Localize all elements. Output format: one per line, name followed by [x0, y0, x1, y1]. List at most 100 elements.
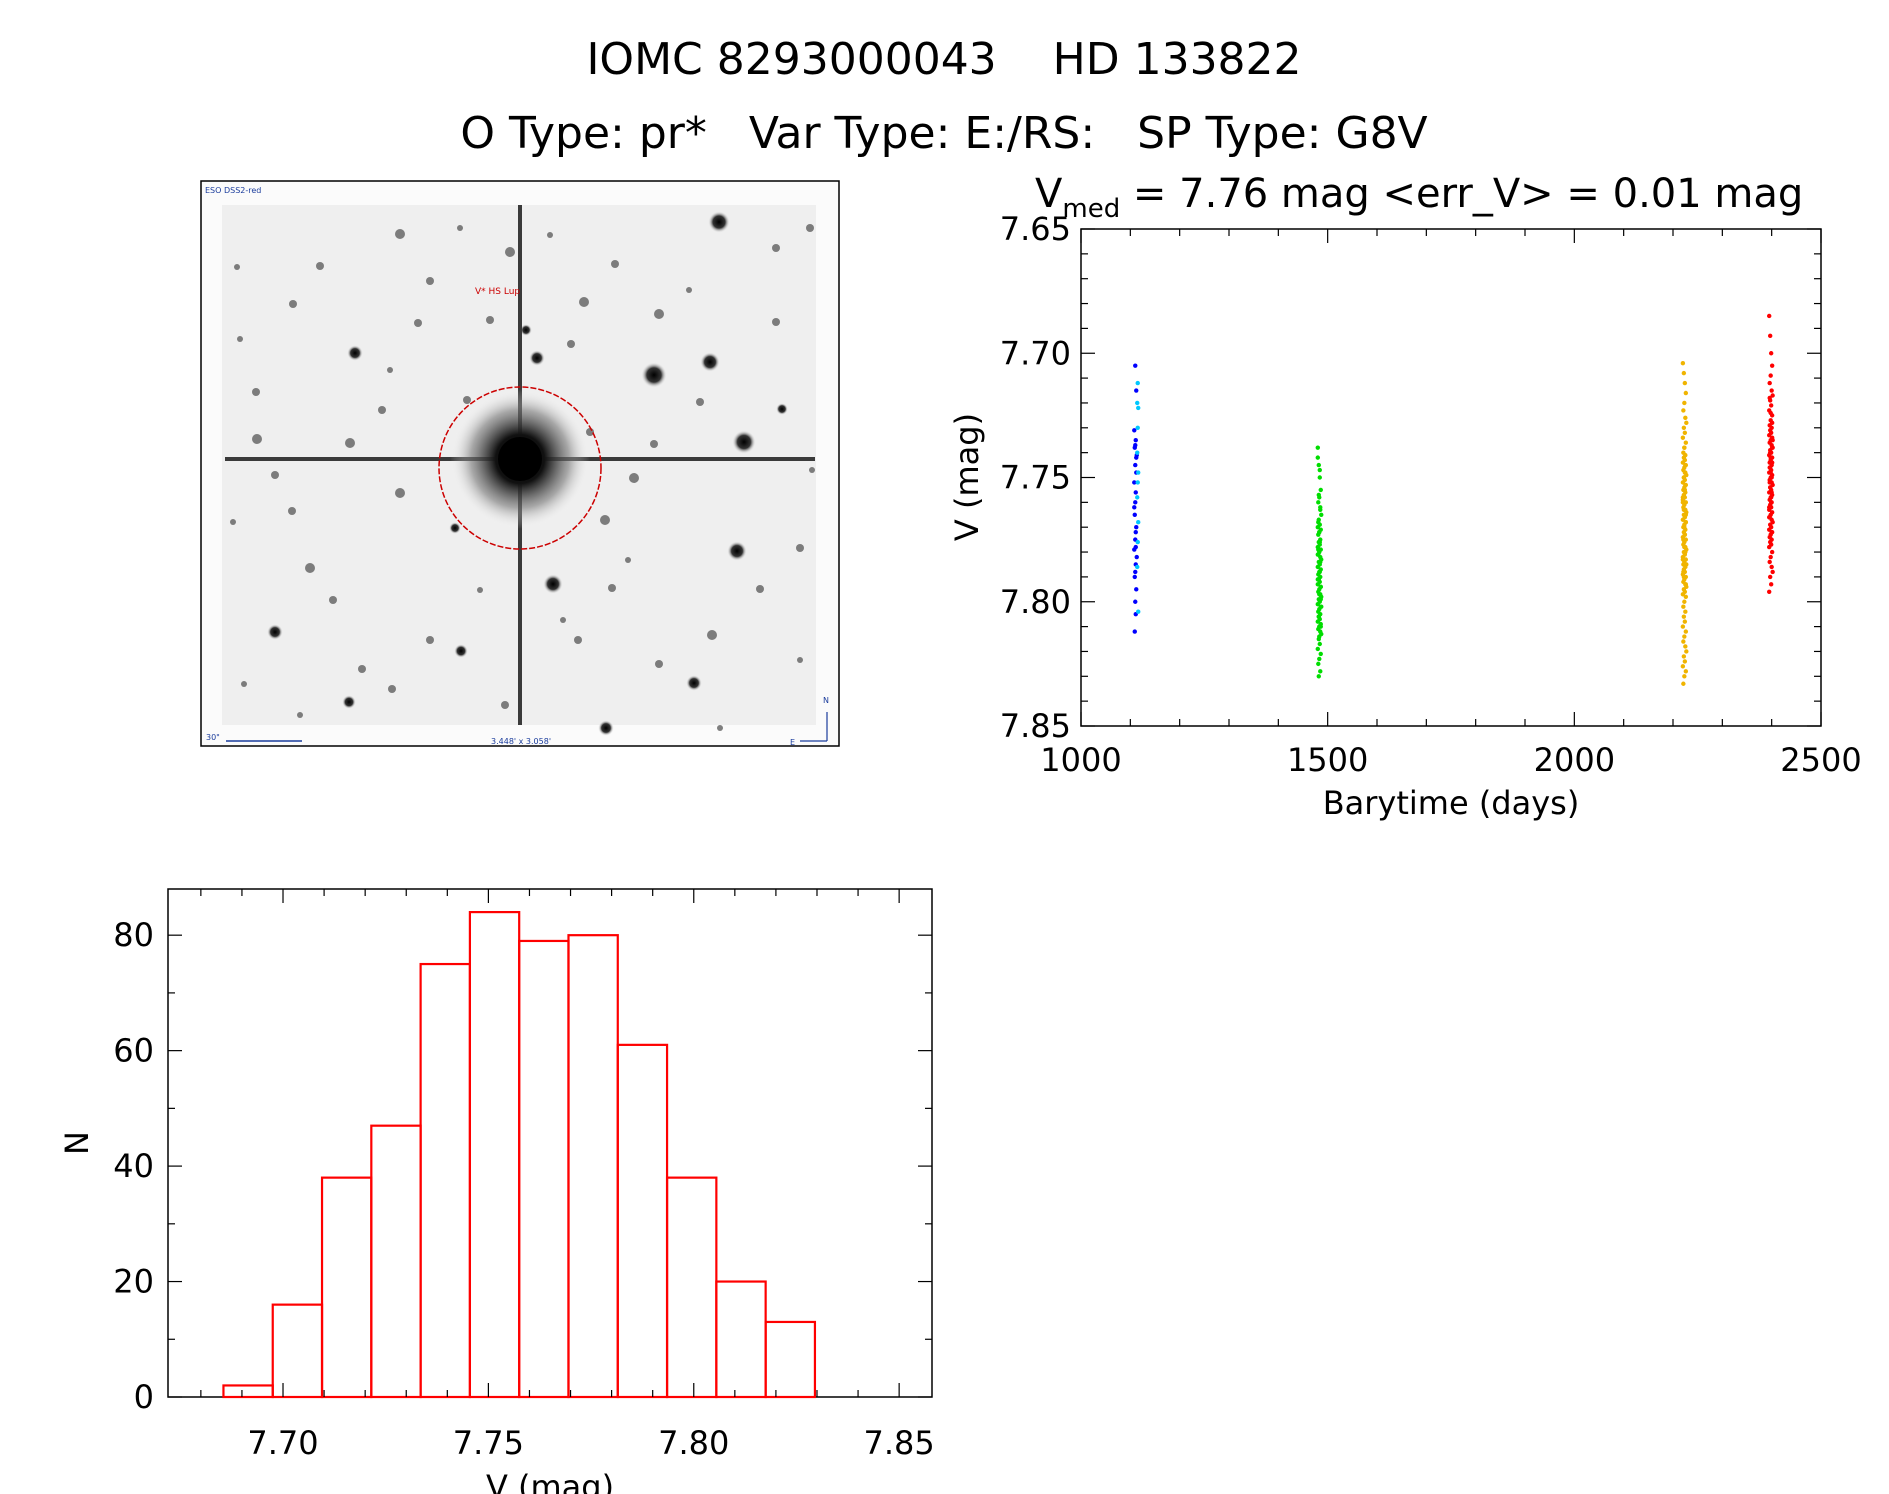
lc-point [1681, 425, 1687, 430]
lc-point [1681, 370, 1687, 376]
lc-point [1769, 549, 1775, 555]
lc-point [1316, 492, 1321, 498]
lc-point [1680, 495, 1686, 500]
lc-point [1316, 674, 1321, 679]
hist-xtick-label: 7.80 [658, 1424, 729, 1462]
lc-point [1769, 445, 1775, 450]
lc-xtick-label: 2500 [1780, 741, 1861, 779]
lc-point [1769, 564, 1774, 570]
field-star [271, 471, 279, 479]
lc-point [1132, 512, 1137, 517]
lc-point [1767, 574, 1773, 580]
lc-point [1683, 594, 1689, 599]
lc-point [1682, 599, 1687, 604]
lc-point [1683, 482, 1688, 488]
field-star [717, 725, 723, 731]
field-star [267, 624, 283, 640]
lc-point [1316, 547, 1321, 552]
field-star [387, 367, 393, 373]
lc-point [1135, 400, 1140, 406]
lc-title: Vmed = 7.76 mag <err_V> = 0.01 mag [1035, 171, 1803, 224]
lc-point [1133, 438, 1138, 443]
lc-point [1767, 589, 1772, 595]
field-star [547, 232, 553, 238]
field-star [288, 507, 296, 515]
lc-point [1135, 495, 1140, 500]
lc-xtick-label: 2000 [1534, 741, 1615, 779]
lc-xtick-label: 1000 [1040, 741, 1121, 779]
lc-point [1768, 410, 1773, 416]
field-star [655, 660, 663, 668]
lc-point [1134, 525, 1139, 530]
lc-point [1317, 467, 1322, 473]
lc-point [1315, 445, 1321, 450]
lc-point [1132, 505, 1137, 510]
field-star [529, 350, 545, 366]
field-star [457, 225, 463, 231]
lc-point [1132, 629, 1137, 634]
lc-point [1682, 634, 1687, 639]
lc-point [1315, 577, 1321, 582]
field-star [297, 712, 303, 718]
lc-point [1769, 490, 1774, 495]
field-star [329, 596, 337, 604]
lc-point [1769, 460, 1775, 465]
lc-point [1767, 380, 1772, 386]
lc-point [1769, 475, 1774, 480]
lc-point [1769, 529, 1774, 535]
compass: N E [790, 696, 829, 747]
lc-point [1681, 569, 1686, 575]
field-star [358, 665, 366, 673]
field-star [505, 247, 515, 257]
hist-ytick-label: 20 [113, 1263, 154, 1301]
lc-point [1319, 512, 1324, 517]
hist-bar [468, 910, 521, 1399]
lc-axes-frame [1080, 228, 1822, 727]
lc-point [1684, 562, 1689, 567]
hist-ytick-label: 0 [134, 1378, 154, 1416]
hist-bar [370, 1124, 422, 1399]
lc-point [1683, 462, 1688, 468]
lc-point [1317, 641, 1322, 647]
field-star [772, 244, 780, 252]
hist-bars [222, 910, 817, 1399]
field-star [449, 522, 461, 534]
lc-point [1683, 415, 1688, 421]
lc-point [1681, 681, 1686, 686]
lc-point [1683, 520, 1689, 525]
lc-point [1136, 405, 1141, 411]
lc-point [1681, 639, 1686, 644]
hist-bar [271, 1303, 324, 1399]
lc-point [1769, 388, 1774, 393]
hist-bar [222, 1384, 274, 1399]
field-star [454, 644, 468, 658]
hist-ylabel: N [58, 1131, 96, 1155]
lc-point [1317, 656, 1322, 662]
field-star [608, 584, 616, 592]
field-star [579, 297, 589, 307]
field-star [796, 544, 804, 552]
lc-point [1317, 539, 1322, 545]
lc-point [1682, 619, 1688, 624]
lc-point [1318, 584, 1323, 590]
lc-point [1682, 544, 1687, 550]
lc-point [1767, 313, 1772, 319]
lc-point [1682, 380, 1688, 386]
hist-bar [616, 1043, 669, 1399]
lc-point [1136, 609, 1141, 614]
lc-point [1680, 624, 1686, 629]
lc-point [1319, 604, 1324, 609]
lc-point [1768, 470, 1773, 475]
hist-bar [419, 962, 472, 1399]
lc-point [1680, 360, 1686, 366]
lc-point [1683, 629, 1689, 634]
field-star [230, 519, 236, 525]
lc-point [1681, 475, 1687, 480]
histogram-plot: 7.70 7.75 7.80 7.85 0 20 40 60 80 V (mag) N [58, 888, 935, 1494]
hist-bar [518, 939, 570, 1399]
target-circle [438, 386, 602, 550]
lc-ytick-label: 7.75 [1000, 459, 1071, 497]
figure-title: IOMC 8293000043 HD 133822 [586, 34, 1301, 85]
lc-point [1136, 470, 1141, 475]
